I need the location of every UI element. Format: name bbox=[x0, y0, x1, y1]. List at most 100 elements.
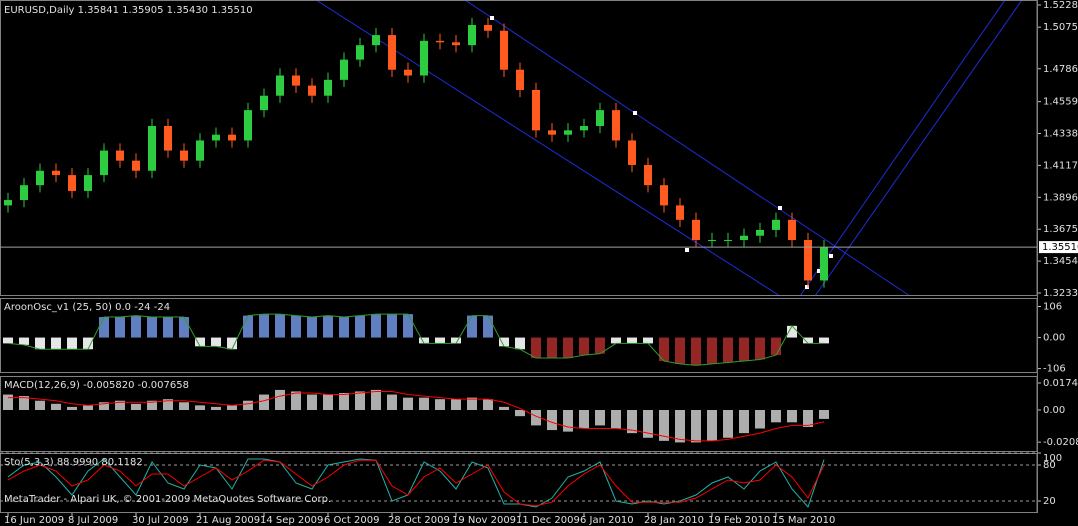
bar bbox=[67, 406, 77, 410]
candle-body bbox=[292, 75, 300, 86]
y-tick-label: 0.00 bbox=[1043, 333, 1065, 344]
candle-body bbox=[244, 110, 252, 141]
candle-body bbox=[84, 175, 92, 191]
anchor-points bbox=[490, 16, 833, 289]
x-tick-label: 8 Jul 2009 bbox=[68, 515, 118, 526]
bar bbox=[275, 314, 285, 338]
bar bbox=[355, 391, 365, 410]
copyright: MetaTrader - Alpari UK, © 2001-2009 Meta… bbox=[4, 494, 331, 505]
bar bbox=[547, 337, 557, 359]
candle-body bbox=[436, 40, 444, 43]
candle-body bbox=[164, 126, 172, 151]
x-tick-label: 19 Nov 2009 bbox=[452, 515, 516, 526]
anchor-point bbox=[778, 206, 782, 210]
candle-body bbox=[708, 240, 716, 242]
candle-body bbox=[20, 185, 28, 201]
bar bbox=[659, 337, 669, 361]
price-label: 1.35510 bbox=[1042, 242, 1078, 253]
bar bbox=[611, 337, 621, 344]
candle-body bbox=[116, 150, 124, 161]
x-tick-label: 28 Jan 2010 bbox=[644, 515, 704, 526]
candle-body bbox=[804, 240, 812, 281]
candle-body bbox=[36, 170, 44, 186]
bar bbox=[259, 314, 269, 338]
candle-body bbox=[132, 160, 140, 171]
bar bbox=[339, 392, 349, 410]
panel-title: EURUSD,Daily 1.35841 1.35905 1.35430 1.3… bbox=[4, 5, 253, 16]
candle-body bbox=[564, 130, 572, 135]
bar bbox=[227, 337, 237, 350]
bar bbox=[771, 337, 781, 356]
candle-body bbox=[628, 140, 636, 165]
x-tick-label: 28 Oct 2009 bbox=[388, 515, 450, 526]
bar bbox=[531, 409, 541, 426]
bar bbox=[771, 409, 781, 423]
bar bbox=[451, 337, 461, 344]
candle-body bbox=[196, 140, 204, 161]
x-tick-label: 19 Feb 2010 bbox=[708, 515, 770, 526]
candle-body bbox=[660, 185, 668, 206]
bar bbox=[387, 314, 397, 338]
bar bbox=[627, 409, 637, 434]
bar bbox=[611, 409, 621, 429]
bar bbox=[755, 337, 765, 360]
bar bbox=[147, 317, 157, 338]
candle-body bbox=[596, 110, 604, 127]
bar bbox=[515, 409, 525, 417]
bar bbox=[195, 405, 205, 410]
y-tick-label: 100 bbox=[1043, 453, 1062, 464]
x-tick-label: 21 Aug 2009 bbox=[196, 515, 260, 526]
candle-body bbox=[516, 69, 524, 90]
bar bbox=[99, 317, 109, 338]
y-tick-label: 20 bbox=[1043, 496, 1056, 507]
candle-body bbox=[452, 42, 460, 46]
bar bbox=[483, 399, 493, 410]
bar bbox=[691, 409, 701, 443]
x-tick-label: 30 Jul 2009 bbox=[132, 515, 189, 526]
bar bbox=[499, 406, 509, 410]
bar bbox=[643, 409, 653, 438]
candle-body bbox=[372, 35, 380, 46]
candle-body bbox=[52, 170, 60, 176]
bar bbox=[83, 405, 93, 410]
bar bbox=[115, 400, 125, 410]
candle-body bbox=[484, 24, 492, 31]
bar bbox=[291, 315, 301, 338]
bar bbox=[307, 394, 317, 410]
panel-title: Sto(5,3,3) 88.9990 80.1182 bbox=[4, 457, 143, 468]
bar bbox=[595, 409, 605, 426]
bar bbox=[67, 337, 77, 350]
x-tick-label: 11 Dec 2009 bbox=[516, 515, 580, 526]
candle-body bbox=[612, 110, 620, 141]
y-tick-label: 1.45590 bbox=[1043, 97, 1078, 108]
candle-body bbox=[404, 69, 412, 76]
anchor-point bbox=[685, 248, 689, 252]
bar bbox=[83, 337, 93, 350]
bar bbox=[691, 337, 701, 366]
anchor-point bbox=[633, 111, 637, 115]
bar bbox=[755, 409, 765, 429]
candle-body bbox=[692, 219, 700, 241]
bar bbox=[803, 337, 813, 344]
bar bbox=[563, 409, 573, 432]
bar bbox=[819, 409, 829, 419]
y-tick-label: 1.41170 bbox=[1043, 160, 1078, 171]
y-tick-label: -106 bbox=[1043, 364, 1066, 375]
bar bbox=[435, 337, 445, 344]
panel-title: AroonOsc_v1 (25, 50) 0.0 -24 -24 bbox=[4, 302, 170, 313]
bar bbox=[627, 337, 637, 344]
anchor-point bbox=[490, 16, 494, 20]
series-line bbox=[8, 390, 825, 442]
candle-body bbox=[420, 40, 428, 76]
bar bbox=[707, 337, 717, 364]
bar bbox=[467, 397, 477, 410]
x-tick-label: 6 Oct 2009 bbox=[324, 515, 379, 526]
candle-body bbox=[788, 219, 796, 241]
candle-body bbox=[180, 150, 188, 161]
series-line bbox=[7, 459, 825, 507]
bar bbox=[739, 409, 749, 434]
candle-body bbox=[772, 219, 780, 230]
bar bbox=[531, 337, 541, 359]
bar bbox=[723, 337, 733, 363]
bar bbox=[563, 337, 573, 359]
